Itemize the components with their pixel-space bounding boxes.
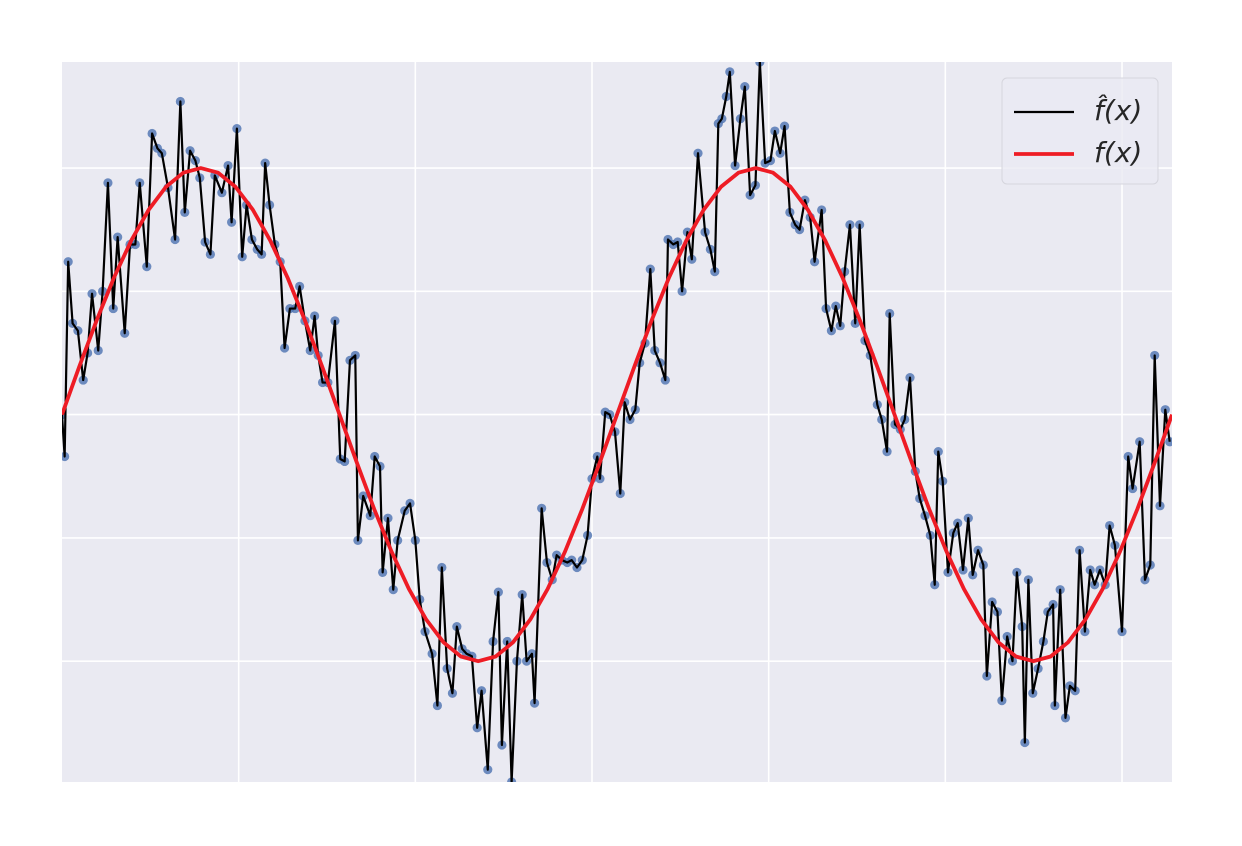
legend-label: f̂(x) xyxy=(1094,94,1142,127)
series-line xyxy=(62,166,1172,664)
grid xyxy=(62,62,1172,782)
marks xyxy=(62,62,1172,782)
series-line xyxy=(62,62,1171,782)
legend-box xyxy=(1001,77,1159,185)
legend: f̂(x) f(x) xyxy=(1001,77,1159,185)
legend-label: f(x) xyxy=(1094,136,1142,169)
